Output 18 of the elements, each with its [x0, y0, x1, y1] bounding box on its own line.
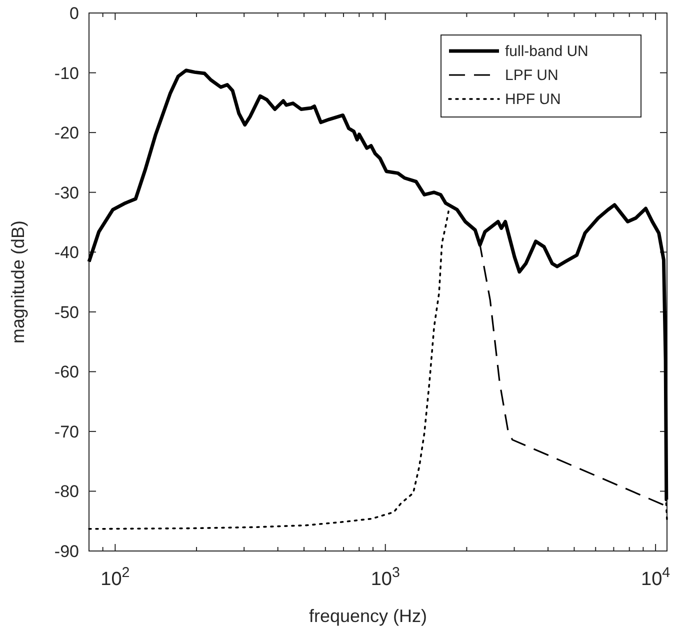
- y-tick-label: -70: [54, 422, 79, 442]
- y-tick-label: -20: [54, 124, 79, 143]
- y-axis-title: magnitude (dB): [8, 220, 28, 344]
- y-tick-label: -10: [54, 64, 79, 83]
- y-tick-label: -80: [54, 482, 79, 502]
- x-tick-label: 10$^{3}$: [370, 565, 400, 590]
- y-tick-label: 0: [70, 4, 79, 23]
- y-tick-label: -60: [54, 362, 79, 382]
- y-tick-label: -40: [54, 243, 79, 262]
- x-tick-label: 10$^{4}$: [641, 565, 670, 590]
- x-axis-title: frequency (Hz): [308, 606, 428, 626]
- legend-label: LPF UN: [505, 67, 558, 84]
- legend-label: HPF UN: [505, 91, 561, 108]
- x-tick-label: 10$^{2}$: [100, 565, 130, 590]
- y-tick-label: -50: [54, 302, 79, 322]
- legend-label: full-band UN: [505, 43, 588, 60]
- y-tick-label: -30: [54, 183, 79, 202]
- y-tick-label: -90: [54, 542, 79, 561]
